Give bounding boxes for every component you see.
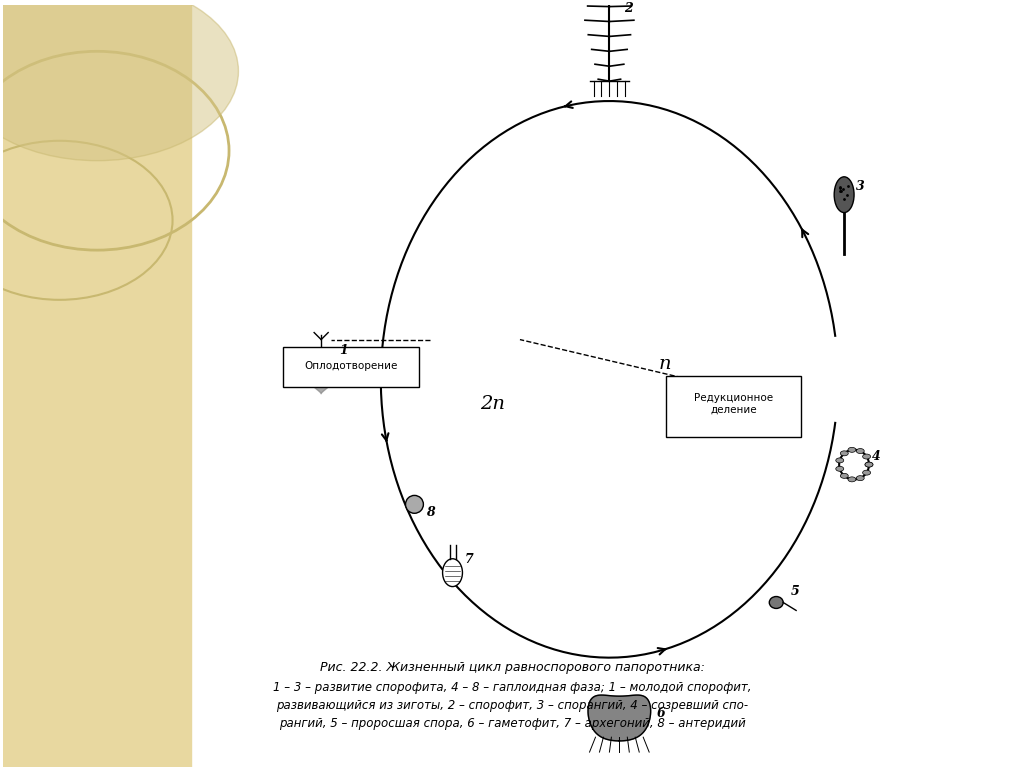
Ellipse shape — [856, 476, 864, 481]
Text: 2n: 2n — [480, 395, 505, 413]
Bar — [3, 5, 191, 767]
Text: 3: 3 — [856, 179, 865, 193]
Text: 6: 6 — [657, 707, 666, 720]
Text: Редукционное
деление: Редукционное деление — [694, 393, 773, 415]
Text: рангий, 5 – проросшая спора, 6 – гаметофит, 7 – архегоний, 8 – антеридий: рангий, 5 – проросшая спора, 6 – гаметоф… — [279, 717, 745, 729]
Text: 2: 2 — [625, 2, 633, 15]
Polygon shape — [588, 695, 650, 741]
Ellipse shape — [841, 473, 848, 479]
Text: 7: 7 — [465, 553, 473, 566]
Text: 1 – 3 – развитие спорофита, 4 – 8 – гаплоидная фаза; 1 – молодой спорофит,: 1 – 3 – развитие спорофита, 4 – 8 – гапл… — [272, 681, 752, 694]
Ellipse shape — [862, 470, 870, 475]
Ellipse shape — [836, 458, 844, 463]
Text: 1: 1 — [339, 344, 348, 357]
Ellipse shape — [862, 454, 870, 459]
Text: 8: 8 — [426, 506, 435, 519]
Ellipse shape — [848, 447, 856, 453]
Ellipse shape — [841, 451, 848, 456]
Text: Оплодотворение: Оплодотворение — [304, 361, 397, 371]
Ellipse shape — [406, 495, 423, 513]
Ellipse shape — [442, 558, 463, 587]
Text: n: n — [659, 355, 672, 374]
Text: развивающийся из зиготы, 2 – спорофит, 3 – спорангий, 4 – созревший спо-: развивающийся из зиготы, 2 – спорофит, 3… — [275, 699, 749, 712]
FancyBboxPatch shape — [666, 377, 801, 437]
Text: 5: 5 — [792, 584, 800, 597]
Ellipse shape — [835, 177, 854, 212]
Ellipse shape — [865, 462, 872, 467]
Text: Рис. 22.2. Жизненный цикл равноспорового папоротника:: Рис. 22.2. Жизненный цикл равноспорового… — [319, 661, 705, 674]
Ellipse shape — [848, 477, 856, 482]
Polygon shape — [306, 370, 336, 393]
FancyBboxPatch shape — [284, 347, 419, 387]
Ellipse shape — [769, 597, 783, 608]
Ellipse shape — [0, 0, 239, 160]
Text: 4: 4 — [872, 449, 881, 463]
Ellipse shape — [865, 462, 872, 467]
Ellipse shape — [856, 449, 864, 453]
Ellipse shape — [836, 466, 844, 471]
